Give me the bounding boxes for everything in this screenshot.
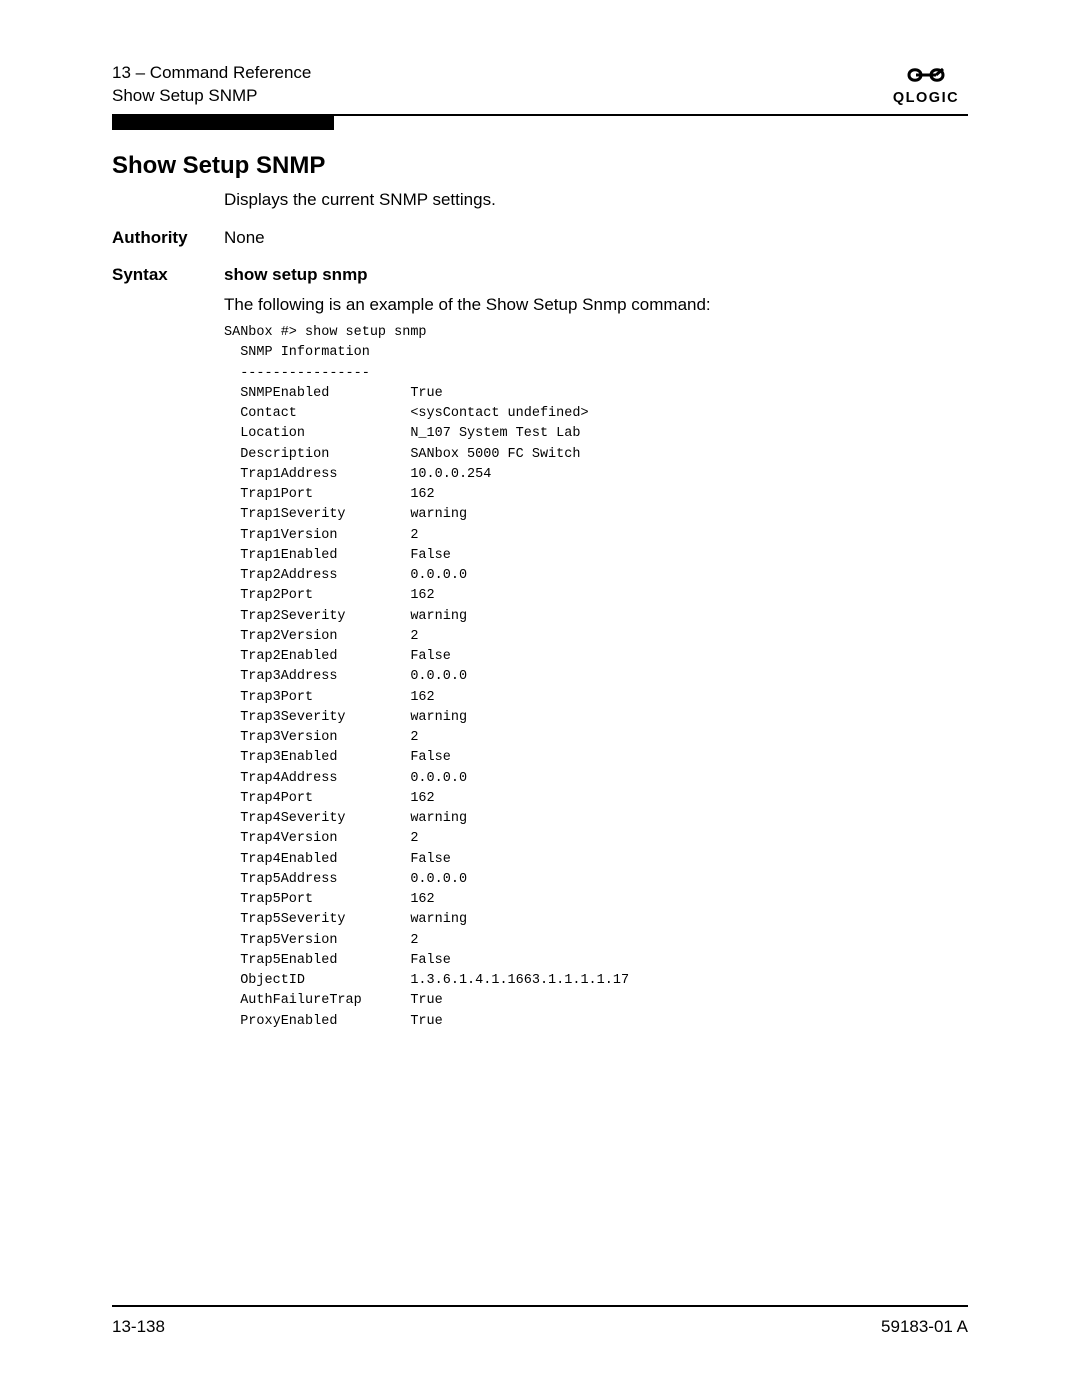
authority-value: None xyxy=(224,226,968,250)
header-black-bar xyxy=(112,116,334,130)
syntax-command: show setup snmp xyxy=(224,263,968,287)
page-header: 13 – Command Reference Show Setup SNMP Q… xyxy=(112,62,968,108)
qlogic-mark-icon xyxy=(903,62,949,88)
code-block: SANbox #> show setup snmp SNMP Informati… xyxy=(224,323,968,1032)
footer-rule xyxy=(112,1305,968,1307)
footer-doc-id: 59183-01 A xyxy=(881,1317,968,1337)
brand-name: QLOGIC xyxy=(884,90,968,106)
header-page-title: Show Setup SNMP xyxy=(112,85,311,108)
section-title: Show Setup SNMP xyxy=(112,152,968,180)
brand-logo: QLOGIC xyxy=(884,62,968,106)
header-chapter: 13 – Command Reference xyxy=(112,62,311,85)
page-footer: 13-138 59183-01 A xyxy=(112,1305,968,1337)
authority-label: Authority xyxy=(112,228,224,248)
section-description: Displays the current SNMP settings. xyxy=(224,188,968,212)
header-left: 13 – Command Reference Show Setup SNMP xyxy=(112,62,311,108)
syntax-label: Syntax xyxy=(112,265,224,285)
syntax-example-intro: The following is an example of the Show … xyxy=(224,293,968,317)
footer-page-number: 13-138 xyxy=(112,1317,165,1337)
